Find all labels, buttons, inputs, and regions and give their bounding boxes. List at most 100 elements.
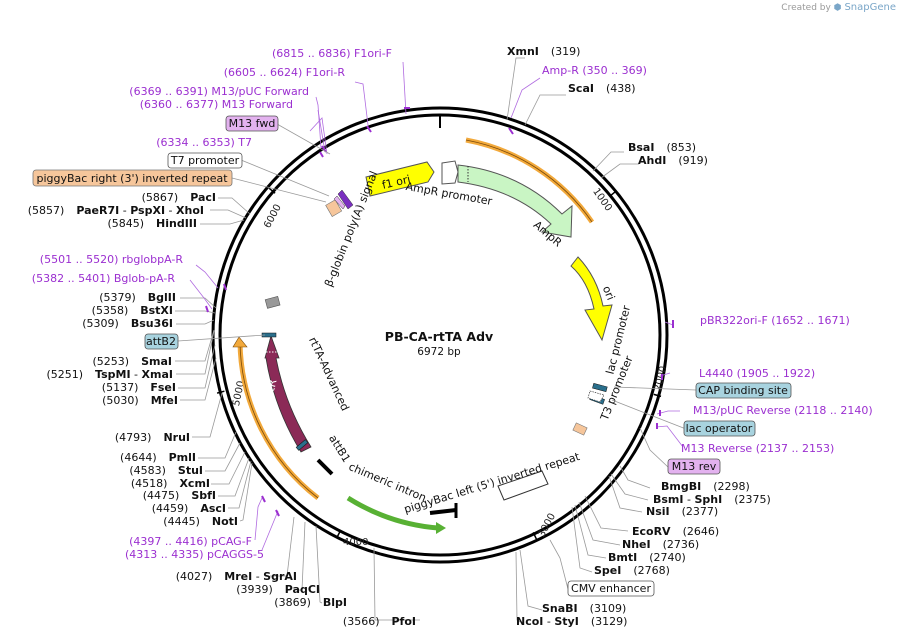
box-t7-promoter: T7 promoter [167,152,243,169]
enzyme-ahdi: AhdI (919) [638,154,708,167]
enzyme-scai: ScaI (438) [568,82,636,95]
f1-ori-label: f1 ori [381,173,412,192]
enzyme-bmti: BmtI (2740) [608,551,686,564]
box-m13-rev-label: M13 rev [672,460,717,473]
enzyme-ncoi-styi: NcoI - StyI (3129) [516,615,627,628]
enzyme-xmni: XmnI (319) [507,45,580,58]
enzyme-blpi: (3869) BlpI [274,596,347,609]
box-t7-promoter-label: T7 promoter [170,154,240,167]
ori-label: ori [600,284,617,302]
ampr-orange-bar-line [465,139,593,223]
box-cmv-enhancer: CMV enhancer [567,580,655,597]
m13fwd-mark [337,189,354,210]
rtta-label: rtTA-Advanced [306,335,352,413]
tick-3000: 3000 [536,512,558,540]
cmv-orange-bar-line [239,341,319,499]
box-m13-fwd-label: M13 fwd [229,117,276,130]
primer-pbr322ori-f: pBR322ori-F (1652 .. 1671) [700,314,850,327]
box-leaders [177,123,697,590]
f1-ori-arrow [365,161,435,197]
tick-1000: 1000 [590,186,614,213]
box-m13-rev: M13 rev [667,458,721,475]
ori-arrow [570,256,613,342]
cmv-orange-arrowhead [232,336,248,348]
enzyme-nhei: NheI (2736) [622,538,699,551]
t7-promoter-mark [572,422,588,436]
box-attb2: attB2 [144,333,179,350]
box-m13-fwd: M13 fwd [225,115,279,132]
enzyme-bglii: (5379) BglII [99,291,176,304]
primer-leaders [189,61,684,551]
enzyme-asci: (4459) AscI [152,502,226,515]
enzyme-stui: (4583) StuI [129,464,203,477]
bglobin-mark [264,295,281,309]
box-piggybac-right-label: piggyBac right (3') inverted repeat [36,172,228,185]
enzyme-smai: (5253) SmaI [93,355,172,368]
primer-m13puc-reverse: M13/pUC Reverse (2118 .. 2140) [693,404,873,417]
primer-m13puc-forward: (6369 .. 6391) M13/pUC Forward [129,85,309,98]
enzyme-xcmi: (4518) XcmI [131,477,210,490]
rtta-arrow [264,334,312,453]
enzyme-bsmi-sphi: BsmI - SphI (2375) [653,493,771,506]
box-cmv-enhancer-label: CMV enhancer [571,582,651,595]
primer-amp-r: Amp-R (350 .. 369) [542,64,647,77]
enzyme-hindiii: (5845) HindIII [107,217,197,230]
intron-green-bar [346,495,439,531]
intron-black-left [316,458,334,476]
backbone-inner [218,113,662,557]
enzyme-nsii: NsiI (2377) [646,505,718,518]
enzyme-paci: (5867) PacI [142,191,216,204]
left-enzyme-leaders [175,197,420,621]
bglobin-label: β-globin poly(A) signal [322,169,380,289]
cap-site-mark [592,382,608,393]
enzyme-mfei: (5030) MfeI [102,394,178,407]
primer-ticks [205,107,674,517]
primer-m13-forward: (6360 .. 6377) M13 Forward [140,98,293,111]
box-lac-operator: lac operator [683,420,756,437]
plasmid-length: 6972 bp [417,346,461,358]
primer-l4440: L4440 (1905 .. 1922) [699,367,815,380]
primer-pcag-f: (4397 .. 4416) pCAG-F [129,535,252,548]
attb1-label: attB1 [326,433,353,465]
snapgene-logo-icon: ⬢ [833,3,842,13]
cmv-orange-bar [237,341,320,500]
kb-ticks [216,187,662,540]
credit-brand: SnapGene [844,2,896,13]
enzyme-pfoi: (3566) PfoI [343,615,416,628]
enzyme-snabi: SnaBI (3109) [542,602,626,615]
enzyme-noti: (4445) NotI [163,515,238,528]
box-piggybac-right: piggyBac right (3') inverted repeat [32,169,233,187]
box-attb2-label: attB2 [146,335,176,348]
primer-f1ori-f: (6815 .. 6836) F1ori-F [272,47,392,60]
enzyme-pmli: (4644) PmlI [120,451,196,464]
enzyme-nrui: (4793) NruI [115,431,190,444]
intron-black-right [429,508,457,515]
t7-mark [333,195,346,210]
box-lac-operator-label: lac operator [686,422,753,435]
lac-arrow-mark [587,390,605,403]
enzyme-spei: SpeI (2768) [594,564,670,577]
enzyme-bsai: BsaI (853) [628,141,696,154]
tick-6000: 6000 [262,203,284,231]
chimeric-intron-label: chimeric intron [347,460,429,504]
piggybac-left-mark [497,470,549,501]
enzyme-sbfi: (4475) SbfI [143,489,216,502]
intron-green-arrowhead [436,522,446,534]
piggybac-left-label: piggyBac left (5') inverted repeat [402,450,581,516]
primer-rbglobpa-r: (5501 .. 5520) rbglobpA-R [40,253,184,266]
snapgene-credit: Created by ⬢ SnapGene [781,2,896,13]
piggybac-right-mark [325,199,343,217]
enzyme-mrei-sgrai: (4027) MreI - SgrAI [176,570,297,583]
primer-bglob-pa-r: (5382 .. 5401) Bglob-pA-R [32,272,176,285]
primer-m13-reverse: M13 Reverse (2137 .. 2153) [681,442,834,455]
enzyme-bstxi: (5358) BstXI [92,304,173,317]
box-cap-binding-site-label: CAP binding site [698,384,788,397]
enzyme-tspmi-xmai: (5251) TspMI - XmaI [46,368,173,381]
enzyme-paqci: (3939) PaqCI [236,583,320,596]
primer-t7: (6334 .. 6353) T7 [156,136,252,149]
credit-prefix: Created by [781,3,831,13]
ampr-arrow [457,164,573,238]
enzyme-bmgbi: BmgBI (2298) [661,480,750,493]
enzyme-fsei: (5137) FseI [102,381,176,394]
